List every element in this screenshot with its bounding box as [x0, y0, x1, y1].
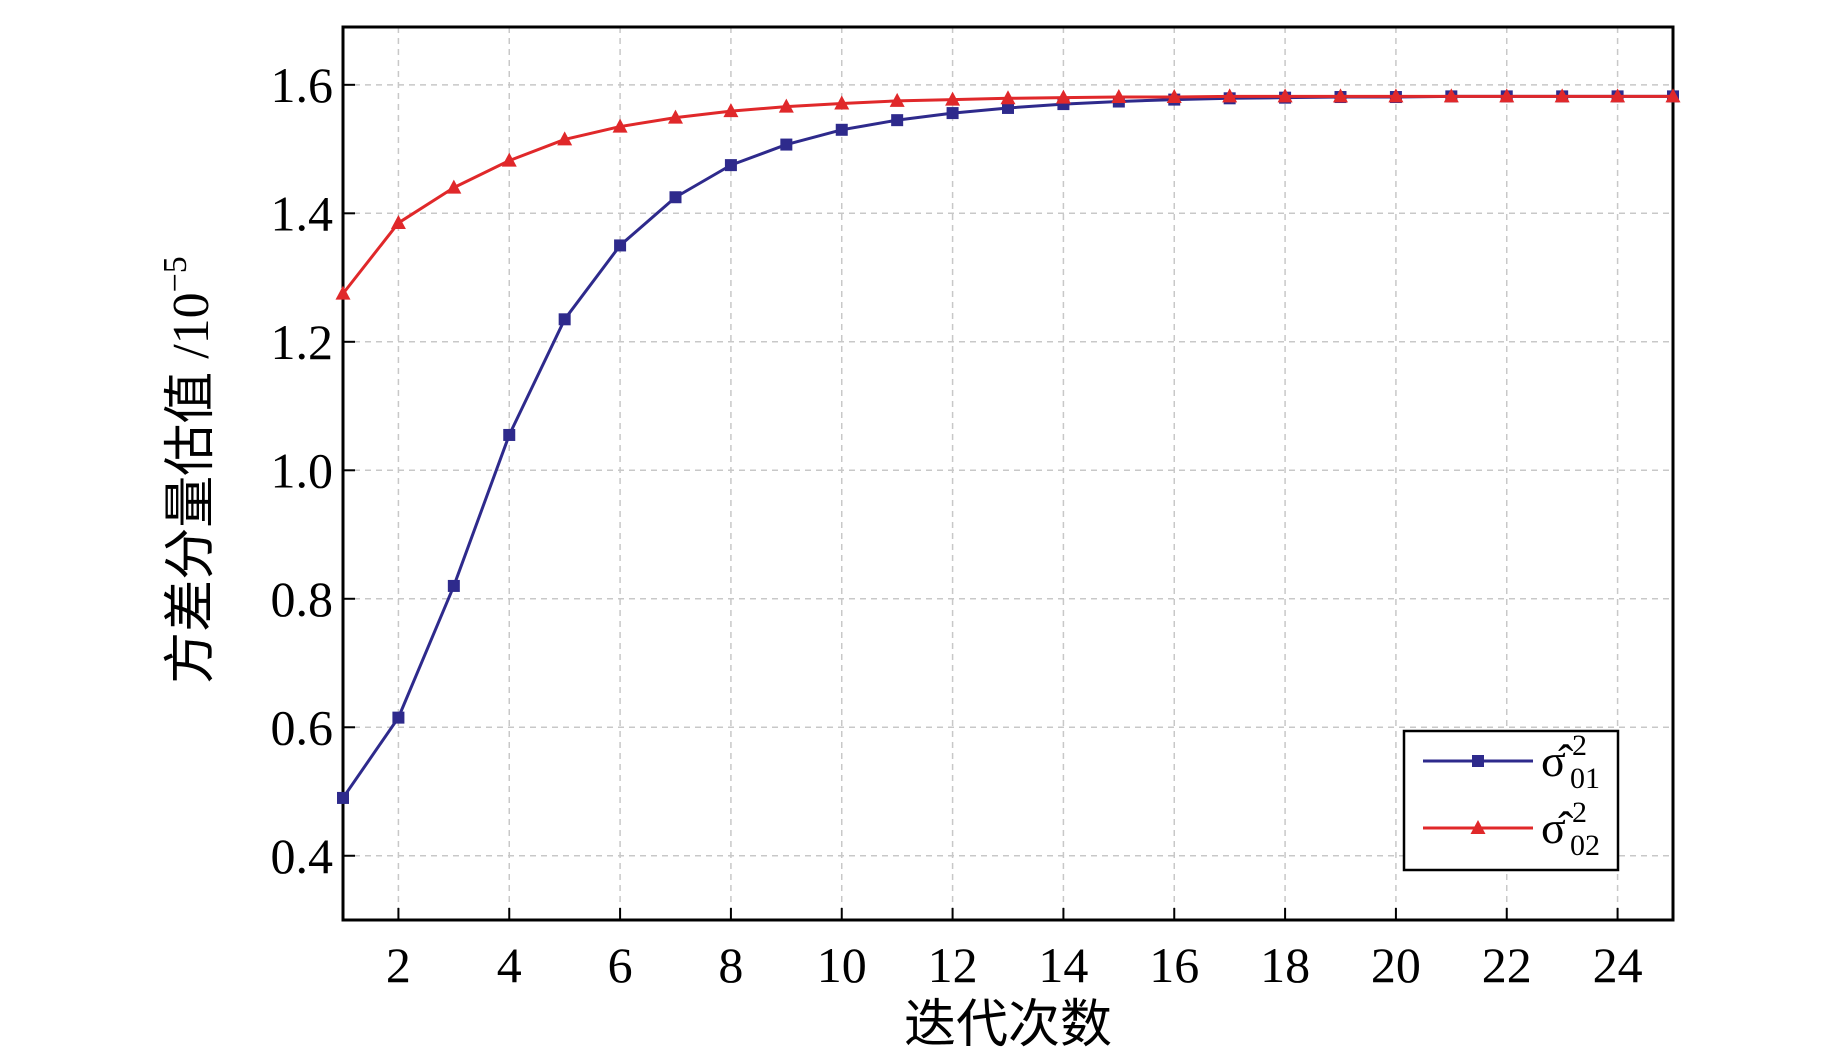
data-point [447, 579, 460, 592]
x-tick-label: 16 [1149, 937, 1199, 993]
legend-marker [1470, 820, 1486, 834]
data-point [1222, 88, 1238, 103]
x-tick-label: 14 [1038, 937, 1088, 993]
data-point [723, 103, 739, 118]
legend-superscript: 2 [1572, 729, 1587, 762]
grid [343, 27, 1673, 920]
legend-marker [1472, 755, 1484, 767]
data-point [501, 152, 517, 167]
data-point [446, 179, 462, 194]
data-point [1055, 89, 1071, 104]
data-point [835, 123, 848, 136]
legend-subscript: 02 [1570, 829, 1600, 862]
series-group [335, 88, 1681, 804]
data-point [390, 214, 406, 229]
data-point [557, 131, 573, 146]
data-point [1002, 101, 1014, 114]
x-tick-label: 22 [1482, 937, 1532, 993]
data-point [392, 711, 405, 724]
data-point [335, 285, 351, 300]
data-point [1277, 88, 1293, 103]
y-axis-title-exponent: −5 [157, 256, 194, 292]
data-point [503, 428, 516, 441]
data-point [1388, 88, 1404, 103]
y-axis-title-main: 方差分量估值 /10 [163, 292, 220, 683]
y-tick-label: 1.2 [271, 314, 334, 370]
data-point [945, 91, 961, 106]
data-point [946, 107, 959, 120]
y-tick-label: 0.4 [271, 828, 334, 884]
legend-box [1402, 729, 1620, 872]
data-point [612, 118, 628, 133]
data-point [558, 313, 571, 326]
data-point [1111, 89, 1127, 104]
data-point [668, 109, 683, 124]
data-point [1499, 88, 1515, 103]
data-point [614, 239, 627, 252]
data-point [1166, 89, 1182, 104]
series-line [341, 94, 1673, 295]
data-point [1665, 88, 1681, 103]
x-tick-label: 6 [608, 937, 633, 993]
y-tick-label: 1.6 [271, 57, 334, 113]
data-point [778, 98, 794, 113]
data-point [724, 159, 737, 172]
data-point [337, 791, 349, 804]
data-point [834, 95, 850, 110]
data-point [1000, 90, 1016, 105]
x-tick-label: 8 [718, 937, 743, 993]
x-axis-title: 迭代次数 [904, 997, 1112, 1054]
series-line [341, 94, 1673, 799]
legend-superscript: 2 [1572, 796, 1587, 829]
data-point [889, 92, 905, 107]
y-tick-label: 0.6 [271, 699, 334, 755]
x-tick-label: 10 [817, 937, 867, 993]
data-point [780, 138, 793, 151]
x-tick-label: 18 [1260, 937, 1310, 993]
x-tick-label: 2 [386, 937, 411, 993]
data-point [1333, 88, 1348, 103]
legend-subscript: 01 [1570, 762, 1600, 795]
series-2 [335, 88, 1681, 300]
series-1 [337, 90, 1679, 804]
data-point [1554, 88, 1570, 103]
x-tick-label: 4 [497, 937, 522, 993]
data-point [891, 114, 904, 127]
data-point [1443, 88, 1459, 103]
y-tick-label: 1.4 [271, 185, 334, 241]
x-tick-label: 12 [928, 937, 978, 993]
plot-frame [341, 25, 1675, 922]
data-point [1610, 88, 1626, 103]
y-tick-label: 0.8 [271, 571, 334, 627]
y-tick-label: 1.0 [271, 442, 334, 498]
y-axis-title: 方差分量估值 /10−5 [157, 256, 220, 684]
axis-ticks: 2 4 6 8 10 12 14 16 18 20 22 240.40.60.81.01.21.41.… [271, 57, 1643, 993]
x-tick-label: 24 [1593, 937, 1643, 993]
x-tick-label: 20 [1371, 937, 1421, 993]
data-point [669, 191, 682, 204]
